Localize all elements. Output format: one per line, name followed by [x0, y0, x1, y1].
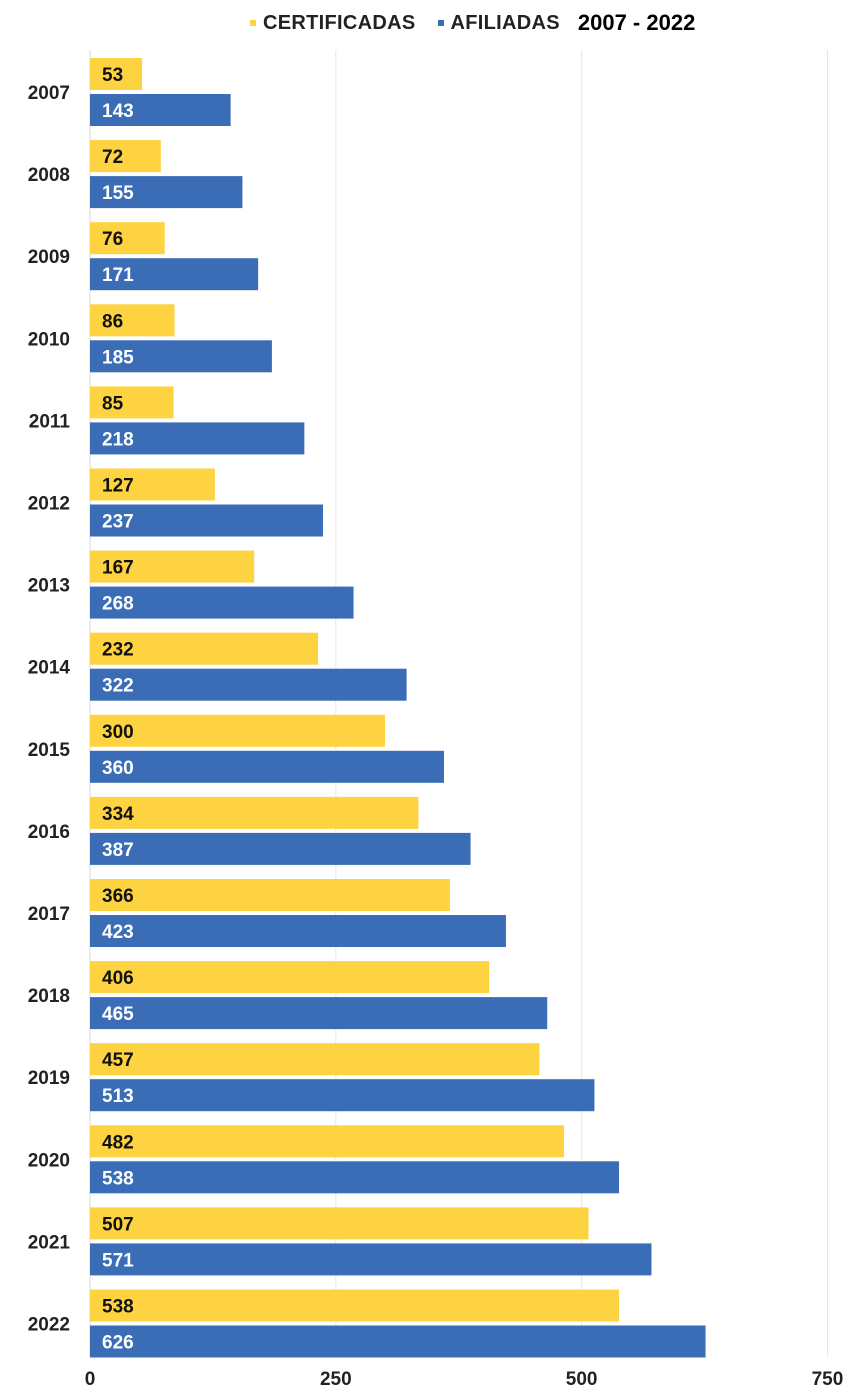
data-label-afiliadas-2014: 322: [102, 676, 134, 697]
y-category-label-2018: 2018: [28, 986, 70, 1007]
data-label-afiliadas-2013: 268: [102, 594, 134, 615]
legend-swatch-afiliadas: [437, 20, 444, 26]
data-label-certificadas-2018: 406: [102, 968, 134, 989]
data-label-afiliadas-2007: 143: [102, 101, 134, 122]
data-label-afiliadas-2011: 218: [102, 429, 134, 450]
bar-certificadas-2015: [90, 714, 385, 747]
bar-afiliadas-2013: [90, 586, 354, 619]
bar-certificadas-2014: [90, 632, 319, 665]
y-category-label-2017: 2017: [28, 904, 70, 925]
data-label-afiliadas-2010: 185: [102, 347, 134, 368]
x-tick-label-750: 750: [812, 1369, 844, 1388]
y-category-label-2015: 2015: [28, 740, 71, 761]
data-label-afiliadas-2018: 465: [102, 1004, 134, 1025]
legend-label-afiliadas: AFILIADAS: [450, 11, 560, 34]
bar-certificadas-2007: [90, 58, 143, 90]
y-category-label-2021: 2021: [28, 1232, 71, 1253]
y-category-label-2012: 2012: [28, 494, 70, 515]
data-label-certificadas-2020: 482: [102, 1132, 134, 1153]
data-label-certificadas-2015: 300: [102, 722, 134, 743]
data-label-certificadas-2021: 507: [102, 1214, 134, 1235]
legend-swatch-certificadas: [250, 20, 256, 26]
bar-certificadas-2017: [90, 879, 450, 911]
bar-afiliadas-2007: [90, 94, 231, 126]
bar-certificadas-2016: [90, 796, 419, 829]
legend-item-afiliadas: AFILIADAS: [437, 11, 560, 35]
bar-afiliadas-2017: [90, 915, 506, 947]
period-label: 2007 - 2022: [577, 10, 696, 35]
bar-certificadas-2013: [90, 550, 255, 583]
data-label-certificadas-2013: 167: [102, 558, 134, 579]
data-label-afiliadas-2020: 538: [102, 1168, 134, 1189]
y-category-label-2022: 2022: [28, 1315, 70, 1336]
x-tick-label-250: 250: [320, 1369, 352, 1388]
bar-certificadas-2018: [90, 961, 490, 994]
bar-afiliadas-2018: [90, 997, 548, 1030]
bar-certificadas-2010: [90, 304, 175, 337]
bar-certificadas-2019: [90, 1043, 540, 1076]
data-label-afiliadas-2021: 571: [102, 1250, 134, 1271]
data-label-certificadas-2011: 85: [102, 393, 124, 414]
bar-certificadas-2021: [90, 1207, 589, 1240]
y-category-label-2019: 2019: [28, 1068, 70, 1089]
y-category-label-2020: 2020: [28, 1150, 70, 1171]
legend: CERTIFICADAS AFILIADAS 2007 - 2022: [250, 8, 695, 38]
x-tick-label-500: 500: [566, 1369, 598, 1388]
data-label-afiliadas-2012: 237: [102, 512, 134, 533]
bar-afiliadas-2012: [90, 504, 324, 537]
bar-certificadas-2008: [90, 140, 161, 173]
bar-afiliadas-2008: [90, 176, 243, 209]
data-label-afiliadas-2009: 171: [102, 265, 134, 286]
bar-afiliadas-2021: [90, 1243, 652, 1276]
data-label-afiliadas-2022: 626: [102, 1333, 134, 1354]
y-category-label-2013: 2013: [28, 576, 70, 597]
bar-afiliadas-2014: [90, 668, 407, 701]
bar-afiliadas-2010: [90, 340, 272, 373]
bar-afiliadas-2011: [90, 422, 305, 455]
y-category-label-2014: 2014: [28, 658, 71, 679]
data-label-afiliadas-2017: 423: [102, 922, 134, 943]
y-category-label-2008: 2008: [28, 165, 70, 186]
data-label-certificadas-2014: 232: [102, 640, 134, 661]
data-label-certificadas-2012: 127: [102, 476, 134, 497]
data-label-certificadas-2022: 538: [102, 1297, 134, 1318]
bar-certificadas-2012: [90, 468, 215, 501]
x-tick-label-0: 0: [85, 1369, 96, 1388]
data-label-certificadas-2017: 366: [102, 886, 134, 907]
data-label-certificadas-2016: 334: [102, 804, 134, 825]
bar-afiliadas-2015: [90, 750, 444, 783]
y-category-label-2011: 2011: [29, 411, 71, 432]
data-label-certificadas-2008: 72: [102, 147, 123, 168]
y-category-label-2010: 2010: [28, 329, 70, 350]
legend-label-certificadas: CERTIFICADAS: [263, 11, 416, 34]
data-label-certificadas-2007: 53: [102, 65, 123, 86]
data-label-afiliadas-2008: 155: [102, 183, 134, 204]
y-category-label-2009: 2009: [28, 247, 70, 268]
bar-afiliadas-2022: [90, 1325, 706, 1358]
data-label-afiliadas-2019: 513: [102, 1086, 134, 1107]
bar-certificadas-2011: [90, 386, 174, 419]
data-label-certificadas-2019: 457: [102, 1050, 134, 1071]
data-label-afiliadas-2015: 360: [102, 758, 134, 779]
bar-certificadas-2020: [90, 1125, 564, 1158]
y-category-label-2016: 2016: [28, 822, 70, 843]
bar-afiliadas-2019: [90, 1079, 595, 1112]
legend-item-certificadas: CERTIFICADAS: [250, 12, 416, 35]
bar-certificadas-2022: [90, 1289, 620, 1322]
y-category-label-2007: 2007: [28, 83, 70, 104]
data-label-certificadas-2010: 86: [102, 311, 123, 332]
data-label-afiliadas-2016: 387: [102, 840, 134, 861]
data-label-certificadas-2009: 76: [102, 229, 123, 250]
bar-afiliadas-2020: [90, 1161, 620, 1194]
bar-afiliadas-2016: [90, 832, 471, 865]
bar-afiliadas-2009: [90, 258, 259, 291]
bar-certificadas-2009: [90, 222, 165, 255]
